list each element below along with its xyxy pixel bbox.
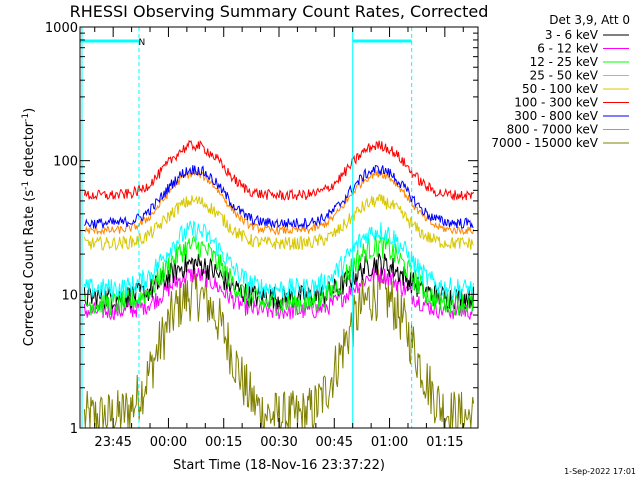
chart-title: RHESSI Observing Summary Count Rates, Co… [70, 2, 489, 21]
y-tick-label: 1000 [45, 21, 78, 36]
flag-label: N [139, 38, 146, 48]
series-line [83, 266, 475, 321]
x-tick-label: 01:00 [371, 435, 408, 450]
legend-label: 25 - 50 keV [530, 69, 599, 83]
series-group [83, 139, 475, 428]
footer-timestamp: 1-Sep-2022 17:01 [564, 467, 636, 476]
series-line [84, 169, 475, 236]
series-line [83, 235, 475, 317]
legend-title: Det 3,9, Att 0 [549, 13, 630, 27]
y-axis-label: Corrected Count Rate (s-1 detector-1) [21, 108, 37, 346]
legend-label: 3 - 6 keV [545, 28, 599, 42]
legend-label: 6 - 12 keV [537, 42, 599, 56]
series-line [83, 193, 475, 251]
legend-label: 7000 - 15000 keV [491, 136, 598, 150]
series-line [84, 165, 474, 230]
x-tick-label: 00:00 [150, 435, 187, 450]
legend-label: 300 - 800 keV [514, 109, 598, 123]
y-tick-label: 10 [61, 288, 78, 303]
x-tick-label: 00:30 [260, 435, 297, 450]
series-line [83, 220, 475, 300]
legend-label: 50 - 100 keV [522, 82, 599, 96]
legend-label: 100 - 300 keV [514, 96, 598, 110]
series-line [83, 139, 475, 201]
legend-label: 12 - 25 keV [530, 55, 599, 69]
x-tick-label: 00:45 [316, 435, 353, 450]
plot-area: N 1 10 100 1000 23:45 00:00 00:15 00:30 00:45 01:0… [45, 21, 479, 450]
y-tick-label: 1 [70, 422, 78, 437]
series-line [83, 267, 475, 428]
legend-label: 800 - 7000 keV [507, 123, 599, 137]
x-tick-label: 01:15 [426, 435, 463, 450]
y-tick-label: 100 [53, 155, 78, 170]
x-axis-label: Start Time (18-Nov-16 23:37:22) [173, 458, 385, 473]
x-tick-label: 00:15 [205, 435, 242, 450]
x-tick-label: 23:45 [94, 435, 131, 450]
series-line [83, 253, 475, 310]
